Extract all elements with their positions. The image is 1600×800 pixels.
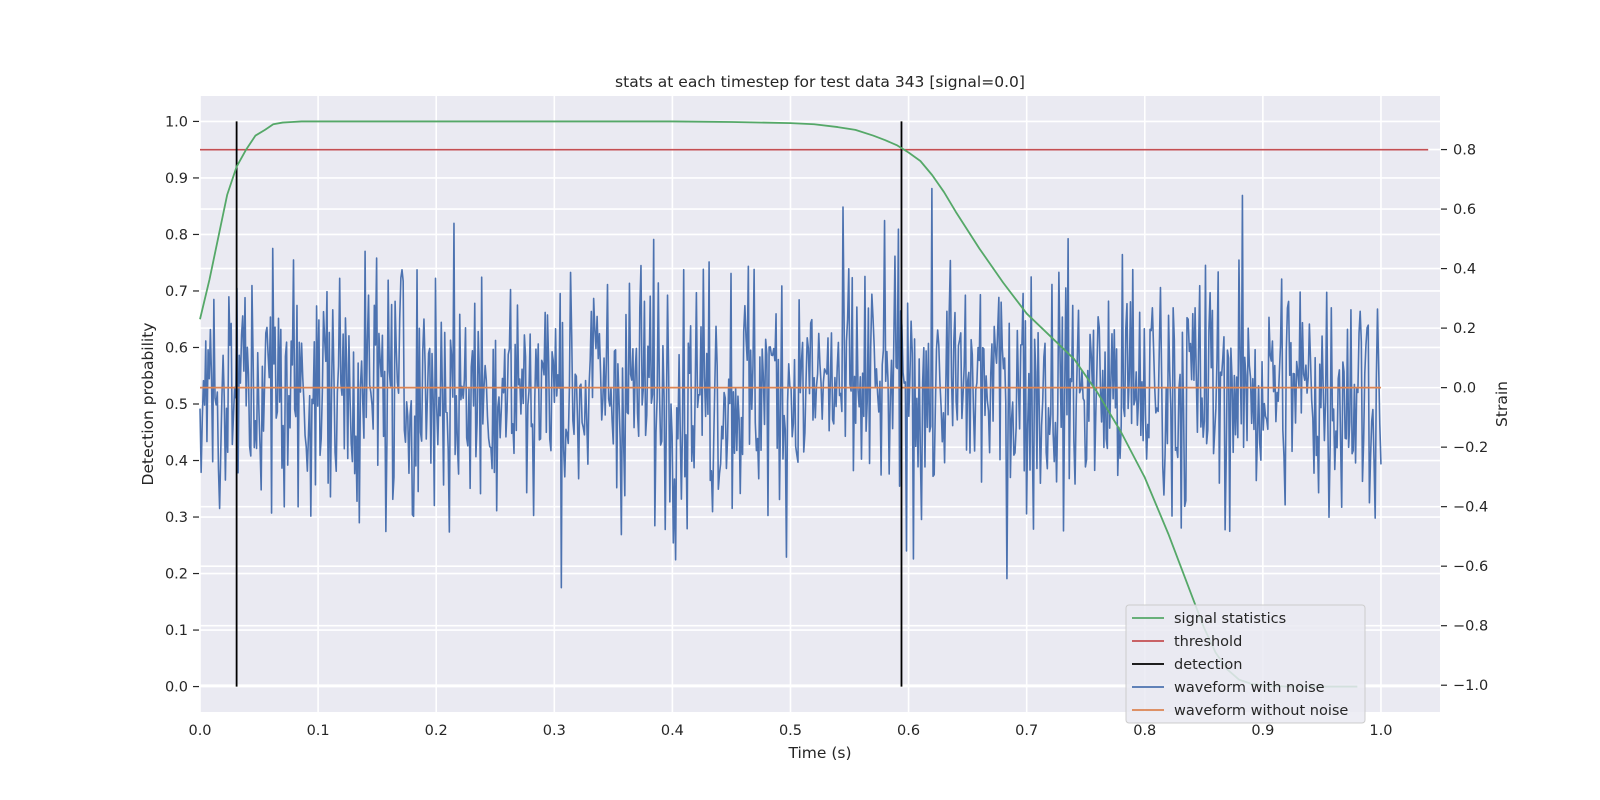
y-right-tick-label: −1.0 [1453, 678, 1488, 694]
y-right-tick-label: −0.4 [1453, 500, 1488, 516]
legend: signal statistics threshold detection wavef… [1125, 604, 1366, 724]
x-tick-label: 0.3 [543, 723, 566, 739]
y-tick-label: 0.4 [165, 454, 188, 470]
x-tick-label: 0.8 [1133, 723, 1156, 739]
y-right-tick-label: −0.2 [1453, 440, 1488, 456]
x-tick-label: 0.1 [307, 723, 330, 739]
y-axis-label: Detection probability [139, 323, 157, 486]
y-right-tick-label: 0.2 [1453, 321, 1476, 337]
y-right-tick-label: 0.0 [1453, 381, 1476, 397]
x-tick-label: 0.4 [661, 723, 684, 739]
y-axis-right-label: Strain [1493, 381, 1511, 427]
legend-label: detection [1174, 657, 1242, 673]
y-tick-label: 0.0 [165, 680, 188, 696]
y-tick-label: 0.8 [165, 227, 188, 243]
x-axis-label: Time (s) [787, 744, 851, 762]
x-tick-label: 0.9 [1251, 723, 1274, 739]
y-right-tick-label: −0.6 [1453, 559, 1488, 575]
legend-label: signal statistics [1174, 611, 1286, 627]
legend-box [1125, 604, 1366, 724]
x-tick-label: 0.5 [779, 723, 802, 739]
y-tick-label: 0.6 [165, 340, 188, 356]
y-tick-label: 0.2 [165, 567, 188, 583]
x-tick-label: 1.0 [1369, 723, 1392, 739]
legend-label: threshold [1174, 634, 1242, 650]
y-right-tick-label: 0.4 [1453, 262, 1476, 278]
y-tick-label: 0.7 [165, 284, 188, 300]
y-tick-label: 0.3 [165, 510, 188, 526]
y-tick-label: 0.5 [165, 397, 188, 413]
x-tick-label: 0.7 [1015, 723, 1038, 739]
tick-labels: 0.0 0.1 0.2 0.3 0.4 0.5 0.6 0.7 0.8 0.9 1.0 0.0 0.1 0… [165, 114, 1488, 739]
x-tick-label: 0.0 [188, 723, 211, 739]
y-right-tick-label: 0.6 [1453, 202, 1476, 218]
x-tick-label: 0.6 [897, 723, 920, 739]
y-tick-label: 0.9 [165, 171, 188, 187]
y-tick-label: 0.1 [165, 623, 188, 639]
y-tick-label: 1.0 [165, 114, 188, 130]
y-right-tick-label: 0.8 [1453, 143, 1476, 159]
x-tick-label: 0.2 [425, 723, 448, 739]
legend-label: waveform without noise [1174, 703, 1348, 719]
chart-title: stats at each timestep for test data 343… [615, 73, 1025, 91]
legend-label: waveform with noise [1174, 680, 1325, 696]
y-right-tick-label: −0.8 [1453, 619, 1488, 635]
